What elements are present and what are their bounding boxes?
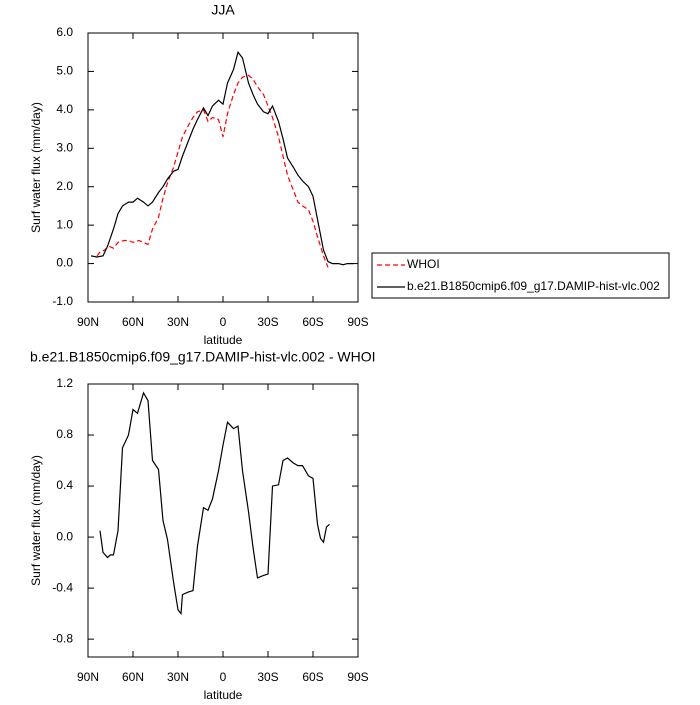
x-axis-label: latitude: [204, 333, 243, 347]
y-tick-label: 0.4: [56, 478, 73, 492]
plot-frame: [87, 32, 359, 303]
y-tick-label: 0.8: [56, 427, 73, 441]
data-line: [90, 50, 354, 266]
y-tick-label: 0.0: [56, 256, 73, 270]
y-tick-label: 1.2: [56, 376, 73, 390]
y-tick-label: 3.0: [56, 140, 73, 154]
y-tick-label: 2.0: [56, 179, 73, 193]
x-tick-label: 60N: [122, 670, 144, 684]
legend-box: [371, 252, 670, 299]
legend-label: b.e21.B1850cmip6.f09_g17.DAMIP-hist-vlc.…: [407, 279, 660, 293]
x-tick-label: 30S: [257, 315, 278, 329]
x-tick-label: 90S: [347, 315, 368, 329]
y-tick-label: 4.0: [56, 102, 73, 116]
x-tick-label: 30N: [167, 670, 189, 684]
x-tick-label: 0: [220, 670, 227, 684]
x-tick-label: 30N: [167, 315, 189, 329]
x-tick-label: 0: [220, 315, 227, 329]
y-axis-label: Surf water flux (mm/day): [29, 455, 43, 586]
y-tick-label: 5.0: [56, 64, 73, 78]
y-tick-label: -0.4: [52, 580, 73, 594]
x-tick-label: 60S: [302, 315, 323, 329]
x-tick-label: 90N: [77, 315, 99, 329]
y-tick-label: -1.0: [52, 294, 73, 308]
y-tick-label: 0.0: [56, 529, 73, 543]
legend-label: WHOI: [407, 257, 440, 271]
x-tick-label: 90N: [77, 670, 99, 684]
x-tick-label: 60S: [302, 670, 323, 684]
y-tick-label: 6.0: [56, 25, 73, 39]
x-tick-label: 60N: [122, 315, 144, 329]
data-line: [96, 74, 329, 268]
x-tick-label: 30S: [257, 670, 278, 684]
x-tick-label: 90S: [347, 670, 368, 684]
x-axis-label: latitude: [204, 688, 243, 700]
chart-title: b.e21.B1850cmip6.f09_g17.DAMIP-hist-vlc.…: [30, 349, 376, 365]
chart-title: JJA: [211, 2, 235, 18]
y-tick-label: -0.8: [52, 631, 73, 645]
data-line: [99, 391, 330, 616]
y-tick-label: 1.0: [56, 217, 73, 231]
y-axis-label: Surf water flux (mm/day): [29, 102, 43, 233]
